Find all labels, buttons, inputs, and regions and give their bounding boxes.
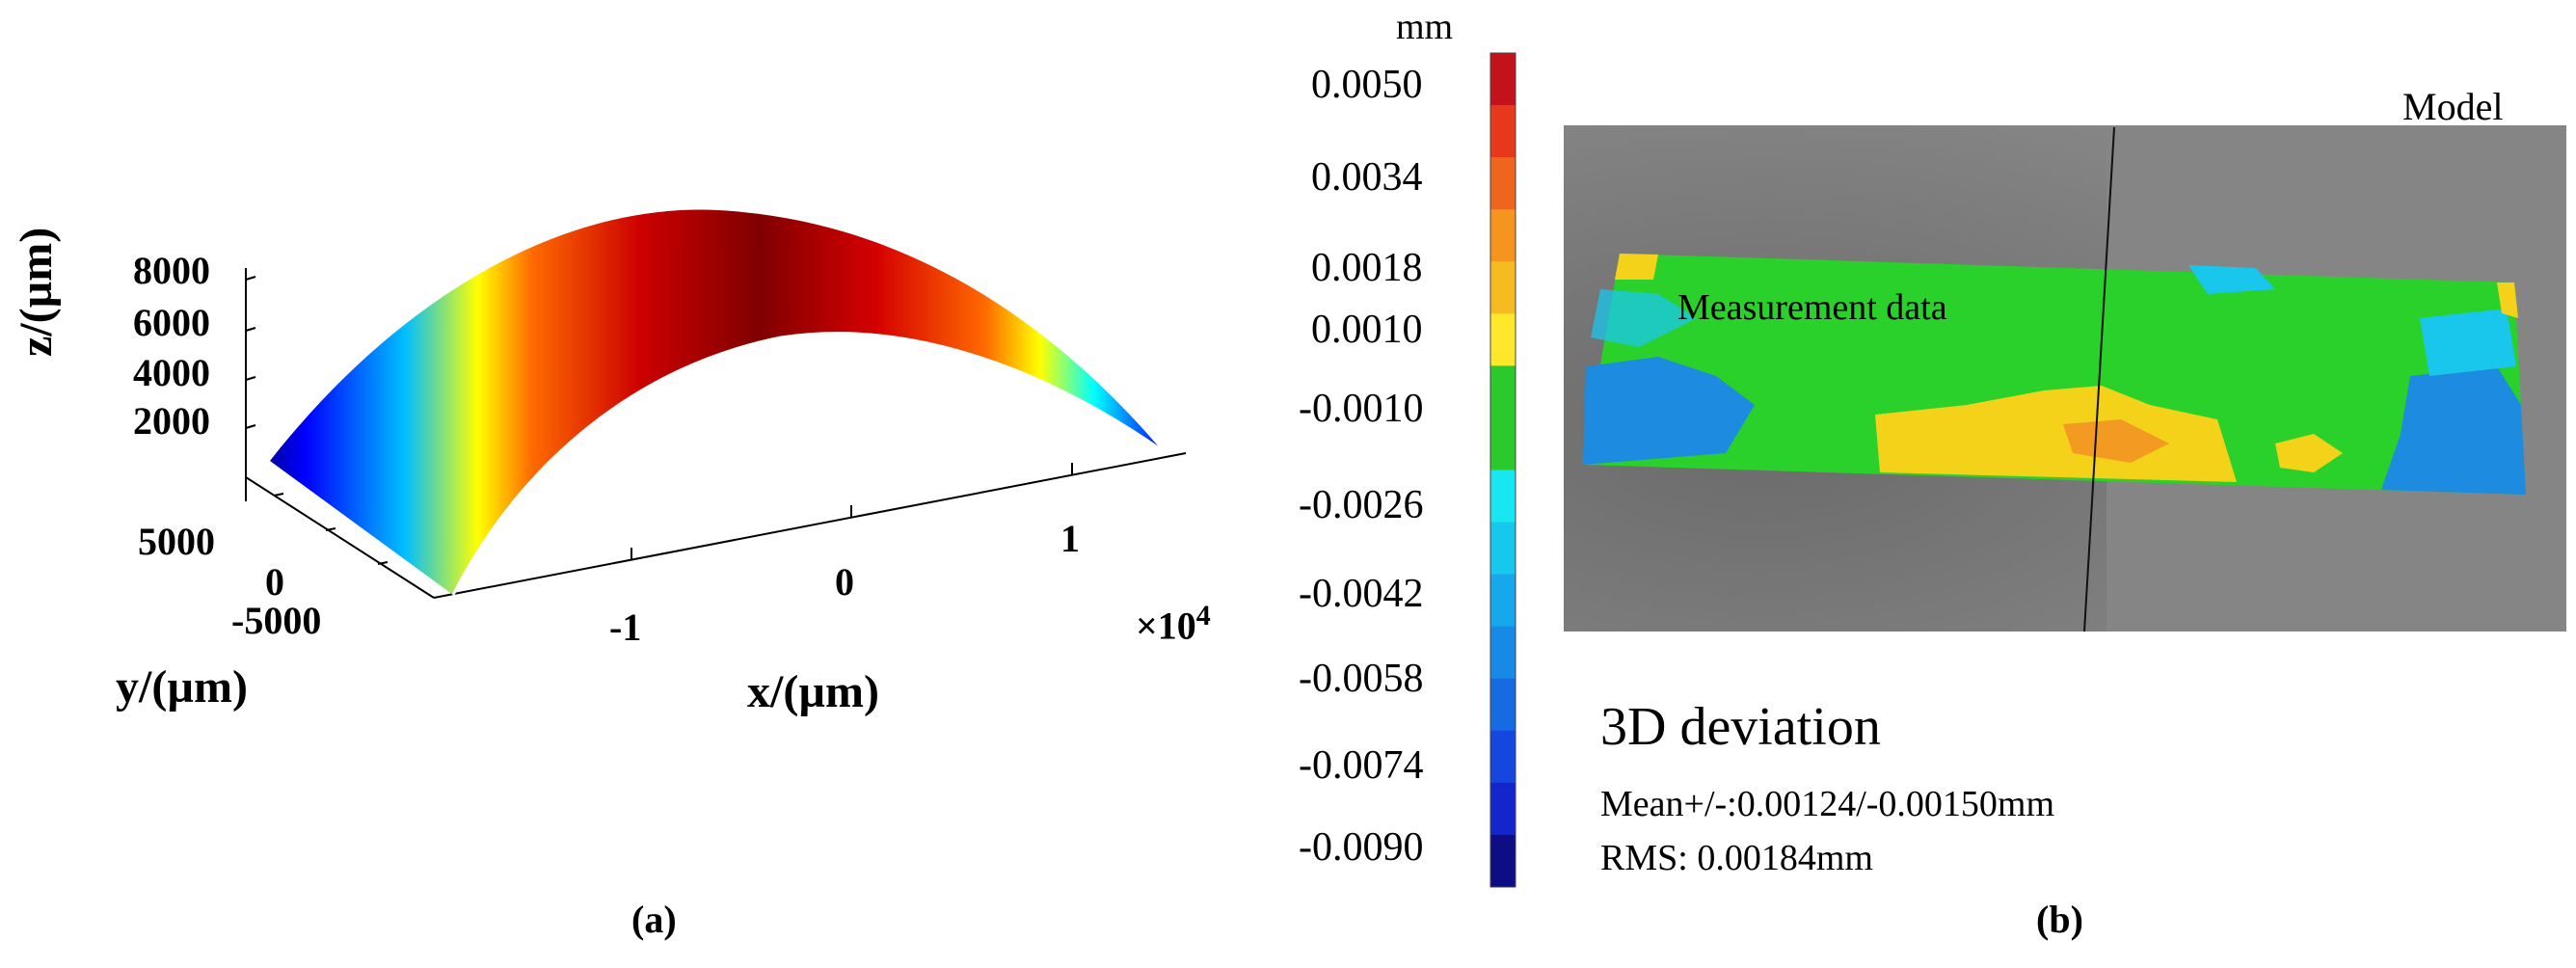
caption-a: (a)	[631, 898, 677, 941]
y-tick-label-0: 0	[265, 560, 284, 604]
z-tick-label-6000: 6000	[133, 301, 210, 344]
model-label: Model	[2402, 85, 2504, 128]
y-axis-label: y/(µm)	[116, 661, 248, 713]
colorbar	[1489, 52, 1516, 888]
colorbar-segment	[1490, 209, 1516, 262]
colorbar-segment	[1490, 730, 1516, 784]
colorbar-label-5: -0.0026	[1299, 483, 1424, 527]
measurement-label: Measurement data	[1677, 287, 1947, 328]
colorbar-segment	[1490, 365, 1516, 418]
panel-a	[245, 209, 1187, 599]
deviation-mean: Mean+/-:0.00124/-0.00150mm	[1600, 784, 2055, 824]
z-tick-marks	[245, 276, 256, 429]
colorbar-segment	[1490, 782, 1516, 836]
colorbar-label-1: 0.0034	[1311, 155, 1423, 200]
colorbar-label-3: 0.0010	[1311, 308, 1423, 352]
y-tick-label-neg5000: -5000	[231, 599, 322, 642]
arch-inner-highlight	[451, 332, 1163, 596]
measured-strip	[1583, 254, 2526, 495]
colorbar-label-9: -0.0090	[1299, 825, 1424, 870]
colorbar-segment	[1490, 313, 1516, 366]
z-tick-label-4000: 4000	[133, 351, 210, 394]
colorbar-segment	[1490, 470, 1516, 524]
colorbar-label-8: -0.0074	[1299, 743, 1424, 788]
x-exponent-base: ×10	[1136, 604, 1196, 648]
colorbar-label-0: 0.0050	[1311, 63, 1423, 107]
x-axis-exponent: ×104	[1136, 600, 1211, 648]
x-tick-label-0: 0	[835, 560, 854, 604]
colorbar-segment	[1490, 157, 1516, 210]
z-axis-label: z/(µm)	[10, 228, 63, 357]
x-tick-marks	[631, 463, 1073, 559]
x-tick-label-neg1: -1	[609, 605, 642, 649]
deviation-title: 3D deviation	[1600, 697, 1881, 757]
x-axis-label: x/(µm)	[747, 666, 879, 717]
axis-box	[245, 268, 1187, 599]
y-tick-marks	[273, 493, 389, 565]
colorbar-label-2: 0.0018	[1311, 246, 1423, 290]
colorbar-border	[1489, 52, 1516, 888]
colorbar-segment	[1490, 574, 1516, 628]
colorbar-segment	[1490, 678, 1516, 732]
colorbar-segment	[1490, 626, 1516, 680]
z-tick-label-8000: 8000	[133, 249, 210, 292]
arch-surface	[270, 209, 1162, 595]
caption-b: (b)	[2036, 898, 2083, 941]
colorbar-segment	[1490, 105, 1516, 158]
deviation-view	[1564, 125, 2566, 632]
z-axis-label-text: z/(µm)	[11, 227, 62, 357]
colorbar-label-6: -0.0042	[1299, 572, 1424, 616]
y-tick-label-5000: 5000	[138, 520, 215, 563]
colorbar-label-4: -0.0010	[1299, 387, 1424, 431]
colorbar-label-7: -0.0058	[1299, 657, 1424, 701]
colorbar-unit: mm	[1396, 7, 1454, 47]
colorbar-segment	[1490, 522, 1516, 576]
x-tick-label-1: 1	[1060, 517, 1080, 560]
x-exponent-power: 4	[1195, 600, 1211, 632]
colorbar-segment	[1490, 417, 1516, 471]
colorbar-segment	[1490, 834, 1516, 888]
colorbar-segment	[1490, 261, 1516, 314]
z-tick-label-2000: 2000	[133, 399, 210, 443]
colorbar-segment	[1490, 53, 1516, 106]
deviation-rms: RMS: 0.00184mm	[1600, 838, 1873, 878]
model-section-line	[2083, 126, 2115, 632]
